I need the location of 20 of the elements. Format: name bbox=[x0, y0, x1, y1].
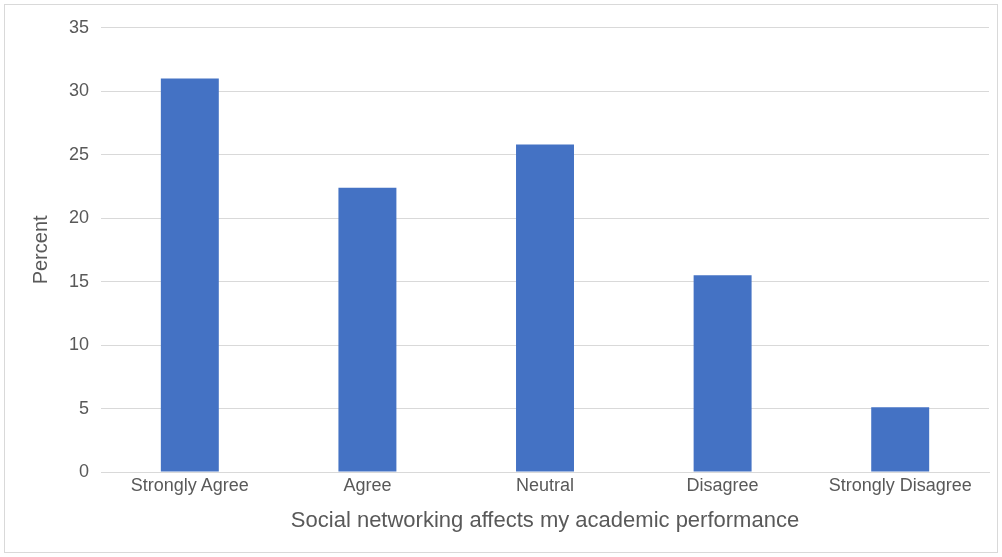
y-tick-label: 25 bbox=[68, 143, 90, 164]
x-tick-label: Disagree bbox=[686, 474, 759, 495]
x-tick-label: Strongly Agree bbox=[130, 474, 249, 495]
x-tick-label: Strongly Disagree bbox=[828, 474, 972, 495]
bar bbox=[871, 407, 930, 472]
x-tick-label: Agree bbox=[343, 474, 392, 495]
x-axis-title: Social networking affects my academic performance bbox=[290, 506, 800, 532]
y-tick-label: 30 bbox=[68, 80, 90, 101]
y-tick-label: 5 bbox=[79, 397, 90, 418]
y-axis-title: Percent bbox=[28, 215, 51, 285]
bar bbox=[693, 275, 752, 472]
y-tick-label: 10 bbox=[68, 334, 90, 355]
x-tick-label: Neutral bbox=[516, 474, 575, 495]
bar bbox=[160, 78, 219, 472]
bar bbox=[338, 187, 397, 472]
y-tick-label: 20 bbox=[68, 207, 90, 228]
y-tick-label: 15 bbox=[68, 270, 90, 291]
y-tick-label: 0 bbox=[79, 460, 90, 481]
bar bbox=[516, 144, 574, 472]
y-tick-label: 35 bbox=[68, 16, 90, 37]
